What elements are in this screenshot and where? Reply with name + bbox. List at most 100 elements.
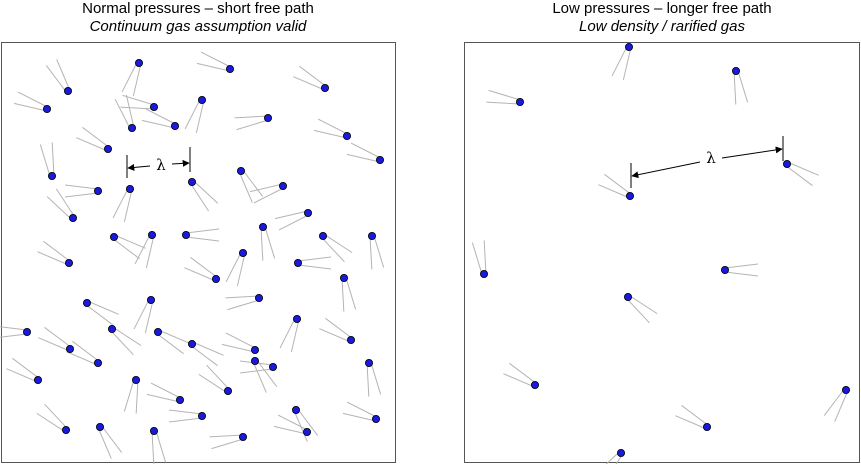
left-trail-line: [239, 368, 274, 374]
right-molecule: [531, 380, 540, 389]
left-molecule: [320, 84, 329, 93]
right-trail-line: [605, 451, 620, 464]
right-molecules: [479, 43, 851, 457]
right-panel-subtitle: Low density / rarified gas: [579, 18, 745, 35]
right-trail-line: [604, 173, 632, 195]
left-molecule: [43, 105, 52, 114]
left-molecule: [149, 103, 158, 112]
right-trail-line: [675, 415, 707, 430]
right-free-path-indicator: λ: [630, 136, 784, 188]
right-molecule: [624, 292, 633, 301]
left-molecule: [263, 114, 272, 123]
left-trail-line: [36, 412, 65, 432]
left-trail-line: [13, 102, 47, 112]
left-trail-line: [274, 210, 308, 220]
left-trail-line: [373, 235, 385, 268]
left-molecule: [187, 177, 196, 186]
left-trail-line: [12, 357, 40, 379]
right-trail-line: [483, 240, 487, 274]
left-trail-line: [278, 214, 309, 231]
left-trail-line: [101, 425, 123, 453]
left-trail-line: [234, 115, 268, 119]
left-trail-line: [209, 434, 243, 438]
right-trail-line: [626, 298, 650, 324]
right-trail-line: [486, 101, 520, 105]
left-trail-line: [297, 408, 319, 436]
left-trail-line: [155, 430, 167, 463]
left-trail-line: [190, 183, 210, 212]
left-trail-line: [369, 236, 373, 270]
left-trail-line: [37, 251, 69, 266]
left-trail-line: [236, 253, 246, 287]
left-trail-line: [293, 76, 325, 91]
left-molecule: [127, 124, 136, 133]
right-trail-line: [471, 242, 483, 275]
right-free-path-arrow-end: [721, 146, 783, 159]
left-trail-line: [122, 94, 155, 106]
left-trail-line: [317, 118, 348, 135]
left-panel-subtitle: Continuum gas assumption valid: [89, 18, 307, 35]
left-trail-line: [346, 153, 380, 163]
right-panel-frame: [464, 42, 860, 463]
left-trail-line: [134, 234, 151, 265]
right-trail-line: [787, 161, 819, 176]
left-trail-line: [342, 412, 376, 422]
left-trail-line: [196, 62, 230, 72]
left-trail-line: [0, 326, 28, 331]
left-molecule: [126, 184, 135, 193]
left-trail-line: [72, 340, 100, 362]
left-trail-line: [168, 417, 203, 423]
right-trail-line: [681, 404, 709, 426]
left-lambda-label: λ: [156, 156, 166, 174]
left-molecule: [303, 208, 312, 217]
left-molecule: [170, 122, 179, 131]
left-trail-line: [260, 227, 264, 261]
right-molecule: [479, 269, 488, 278]
left-trail-line: [221, 343, 255, 353]
left-trail-line: [87, 300, 119, 315]
left-molecule: [134, 59, 143, 68]
left-trail-line: [141, 119, 175, 129]
left-molecule: [48, 171, 57, 180]
left-trail-line: [192, 341, 224, 356]
left-molecule: [94, 358, 103, 367]
left-molecule: [94, 186, 103, 195]
right-molecule: [625, 43, 634, 52]
left-trail-line: [112, 238, 140, 260]
right-trail-line: [598, 184, 630, 199]
left-trail-line: [132, 63, 142, 97]
left-molecule: [236, 166, 245, 175]
left-molecule: [238, 432, 247, 441]
left-molecule: [367, 231, 376, 240]
right-molecule: [783, 159, 792, 168]
right-molecule-trails: [471, 46, 849, 464]
left-molecule: [197, 96, 206, 105]
left-trail-line: [184, 99, 201, 130]
left-trail-line: [66, 351, 98, 366]
left-molecule: [64, 87, 73, 96]
right-panel-heading: Low pressures – longer free path Low den…: [463, 0, 861, 36]
left-trail-line: [6, 368, 38, 383]
left-trail-line: [64, 192, 99, 198]
left-trail-line: [168, 409, 203, 415]
left-trail-line: [44, 326, 72, 348]
left-molecule: [291, 405, 300, 414]
left-trail-line: [225, 332, 256, 349]
left-trail-line: [325, 317, 353, 339]
left-trail-line: [123, 379, 135, 412]
right-molecule: [516, 98, 525, 107]
left-trail-line: [76, 137, 108, 152]
left-trail-line: [150, 382, 181, 399]
left-trail-line: [350, 142, 381, 159]
left-trail-line: [279, 318, 296, 349]
left-trail-line: [238, 171, 253, 203]
left-trail-line: [39, 144, 51, 177]
left-trail-line: [253, 187, 284, 204]
left-trail-line: [114, 234, 146, 249]
right-molecule: [617, 448, 626, 457]
left-trail-line: [85, 304, 113, 326]
left-trail-line: [211, 438, 244, 450]
left-panel-frame: [1, 42, 396, 463]
right-trail-line: [733, 71, 737, 105]
